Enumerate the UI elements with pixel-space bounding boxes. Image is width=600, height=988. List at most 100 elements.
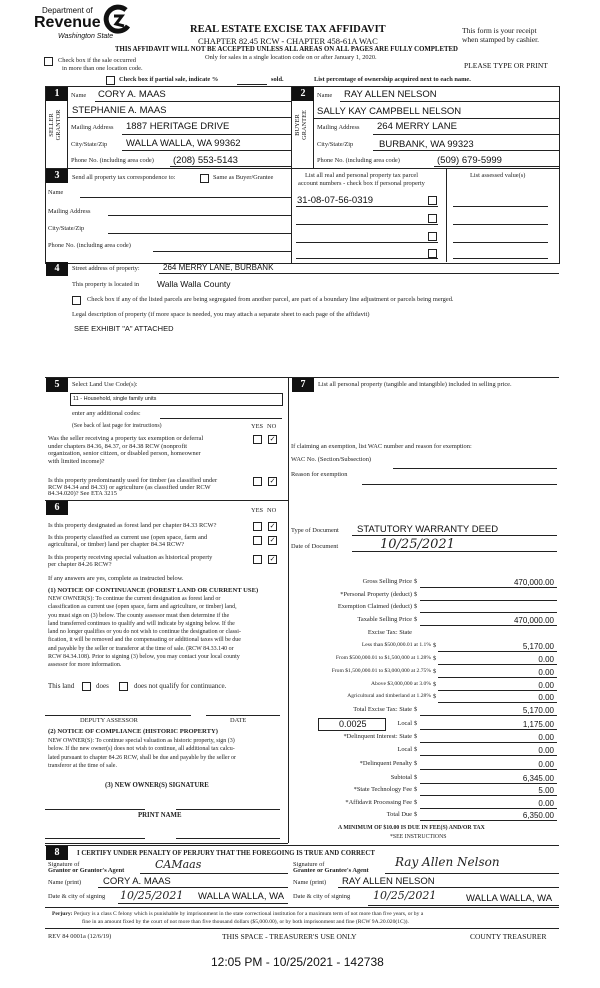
seller-city-state-zip[interactable]: WALLA WALLA, WA 99362 — [126, 138, 241, 149]
grantee-signature[interactable]: Ray Allen Nelson — [395, 855, 500, 869]
seller-name-1[interactable]: CORY A. MAAS — [98, 89, 166, 100]
tax-amount-value: 5.00 — [538, 786, 554, 795]
seller-mailing-address[interactable]: 1887 HERITAGE DRIVE — [126, 121, 230, 132]
exemption-reason-field[interactable] — [362, 484, 557, 485]
corr-mailing-field[interactable] — [108, 215, 291, 216]
tax-amount-field[interactable] — [420, 625, 557, 626]
assessed-value-1[interactable] — [453, 206, 548, 207]
personal-property-checkbox-2[interactable] — [428, 214, 437, 223]
buyer-city-state-zip[interactable]: BURBANK, WA 99323 — [379, 139, 474, 150]
timber-yes-checkbox[interactable] — [253, 477, 262, 486]
forest-no-checkbox[interactable]: ✓ — [268, 522, 277, 531]
current-use-yes-checkbox[interactable] — [253, 536, 262, 545]
not-qualifies-checkbox[interactable] — [119, 682, 128, 691]
tax-row-label: Above $3,000,000 at 3.0% — [371, 681, 431, 687]
grantor-signature[interactable]: CAMaas — [155, 858, 202, 871]
buyer-phone[interactable]: (509) 679-5999 — [437, 155, 502, 166]
document-date[interactable]: 10/25/2021 — [380, 537, 455, 552]
property-street-address[interactable]: 264 MERRY LANE, BURBANK — [163, 263, 274, 272]
section-number-7: 7 — [292, 378, 314, 392]
grantee-signing-city[interactable]: WALLA WALLA, WA — [466, 893, 553, 904]
tax-amount-value: 0.00 — [538, 681, 554, 690]
land-use-select[interactable]: 11 - Household, single family units — [70, 393, 283, 406]
deputy-assessor-signature[interactable] — [45, 715, 191, 716]
assessed-value-4[interactable] — [453, 258, 548, 259]
partial-sale-checkbox[interactable] — [106, 76, 115, 85]
historical-yes-checkbox[interactable] — [253, 555, 262, 564]
assessed-value-2[interactable] — [453, 224, 548, 225]
personal-property-checkbox-4[interactable] — [428, 249, 437, 258]
parcel-number-1[interactable]: 31-08-07-56-0319 — [297, 195, 374, 206]
buyer-mailing-address[interactable]: 264 MERRY LANE — [377, 121, 457, 132]
personal-property-checkbox-1[interactable] — [428, 196, 437, 205]
tax-amount-field[interactable] — [420, 783, 557, 784]
currency-symbol: $ — [414, 786, 418, 793]
legal-description[interactable]: SEE EXHIBIT "A" ATTACHED — [74, 324, 174, 333]
current-use-no-checkbox[interactable]: ✓ — [268, 536, 277, 545]
underline — [338, 887, 559, 888]
tax-amount-field[interactable] — [438, 651, 557, 652]
grantee-signing-date[interactable]: 10/25/2021 — [373, 889, 437, 902]
tax-amount-field[interactable] — [420, 820, 557, 821]
multi-location-checkbox[interactable] — [44, 57, 53, 66]
tax-amount-field[interactable] — [438, 664, 557, 665]
corr-phone-field[interactable] — [153, 251, 291, 252]
grantor-signing-city[interactable]: WALLA WALLA, WA — [198, 891, 285, 902]
local-rate-box[interactable]: 0.0025 — [318, 718, 386, 731]
tax-amount-field[interactable] — [420, 729, 557, 730]
segregated-checkbox[interactable] — [72, 296, 81, 305]
exemption-no-checkbox[interactable]: ✓ — [268, 435, 277, 444]
personal-property-checkbox-3[interactable] — [428, 232, 437, 241]
underline — [95, 101, 291, 102]
historical-no-checkbox[interactable]: ✓ — [268, 555, 277, 564]
property-county[interactable]: Walla Walla County — [157, 279, 231, 289]
tax-amount-field[interactable] — [438, 677, 557, 678]
assessor-date-field[interactable] — [206, 715, 280, 716]
section-number-6: 6 — [46, 501, 68, 515]
grantor-print-name[interactable]: CORY A. MAAS — [103, 876, 171, 887]
same-as-buyer-checkbox[interactable] — [200, 174, 209, 183]
tax-amount-field[interactable] — [420, 600, 557, 601]
corr-mailing-label: Mailing Address — [48, 208, 91, 215]
parcel-number-3[interactable] — [296, 242, 438, 243]
sig-label: Signature of — [293, 861, 325, 868]
wac-number-field[interactable] — [393, 468, 557, 469]
grantor-signing-date[interactable]: 10/25/2021 — [120, 889, 184, 902]
seller-name-2[interactable]: STEPHANIE A. MAAS — [72, 105, 167, 116]
seller-side-label: SELLER GRANTOR — [48, 105, 62, 145]
new-owner-signature-2[interactable] — [176, 809, 280, 810]
buyer-name-1[interactable]: RAY ALLEN NELSON — [344, 89, 437, 100]
tax-amount-field[interactable] — [420, 808, 557, 809]
tax-amount-field[interactable] — [438, 702, 557, 703]
corr-city-field[interactable] — [108, 233, 291, 234]
parcel-number-2[interactable] — [296, 224, 438, 225]
tax-amount-field[interactable] — [420, 612, 557, 613]
tax-amount-field[interactable] — [420, 755, 557, 756]
new-owner-signature-1[interactable] — [45, 809, 145, 810]
tax-amount-field[interactable] — [420, 795, 557, 796]
seller-phone[interactable]: (208) 553-5143 — [173, 155, 238, 166]
notice-compliance-text: NEW OWNER(S): To continue special valuat… — [48, 737, 236, 770]
tax-amount-field[interactable] — [420, 769, 557, 770]
document-type[interactable]: STATUTORY WARRANTY DEED — [357, 524, 499, 535]
print-name-1[interactable] — [45, 838, 145, 839]
currency-symbol: $ — [414, 603, 418, 610]
seller-name-label: Name — [71, 92, 87, 99]
timber-no-checkbox[interactable]: ✓ — [268, 477, 277, 486]
tax-amount-field[interactable] — [420, 587, 557, 588]
tax-amount-field[interactable] — [420, 742, 557, 743]
tax-amount-field[interactable] — [438, 690, 557, 691]
grantee-print-name[interactable]: RAY ALLEN NELSON — [342, 876, 435, 887]
exemption-yes-checkbox[interactable] — [253, 435, 262, 444]
parcel-number-4[interactable] — [296, 258, 438, 259]
assessed-value-3[interactable] — [453, 242, 548, 243]
qualifies-checkbox[interactable] — [82, 682, 91, 691]
forest-yes-checkbox[interactable] — [253, 522, 262, 531]
tax-amount-field[interactable] — [420, 715, 557, 716]
partial-percent-field[interactable] — [237, 84, 267, 85]
print-name-2[interactable] — [176, 838, 280, 839]
q-line: with limited income)? — [48, 457, 105, 465]
corr-name-field[interactable] — [80, 197, 291, 198]
additional-codes-field[interactable] — [160, 418, 282, 419]
buyer-name-2[interactable]: SALLY KAY CAMPBELL NELSON — [317, 106, 462, 117]
